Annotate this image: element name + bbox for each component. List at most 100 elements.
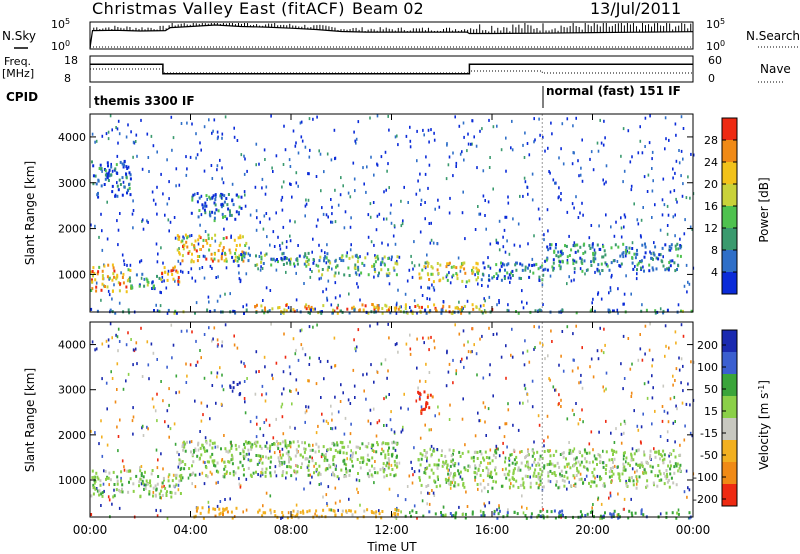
- echo-cell: [371, 511, 374, 514]
- echo-cell: [622, 127, 625, 131]
- echo-cell: [450, 460, 453, 463]
- echo-cell: [254, 185, 257, 189]
- echo-cell: [679, 246, 682, 250]
- echo-cell: [95, 285, 98, 289]
- echo-cell: [151, 397, 154, 401]
- echo-cell: [207, 237, 210, 241]
- echo-cell: [508, 485, 511, 489]
- echo-cell: [127, 372, 130, 376]
- echo-cell: [400, 199, 402, 203]
- echo-cell: [234, 471, 237, 475]
- echo-cell: [681, 401, 684, 405]
- echo-cell: [452, 449, 455, 453]
- echo-cell: [668, 138, 670, 142]
- echo-cell: [613, 509, 616, 513]
- echo-cell: [225, 257, 228, 261]
- echo-cell: [434, 207, 436, 211]
- echo-cell: [632, 483, 635, 487]
- echo-cell: [652, 481, 655, 485]
- echo-cell: [506, 271, 509, 275]
- echo-cell: [182, 235, 184, 239]
- echo-cell: [462, 261, 465, 265]
- echo-cell: [373, 308, 376, 311]
- echo-cell: [233, 126, 235, 130]
- echo-cell: [129, 193, 132, 197]
- echo-cell: [265, 418, 268, 422]
- echo-cell: [449, 464, 452, 468]
- echo-cell: [331, 442, 334, 446]
- echo-cell: [457, 256, 460, 260]
- echo-cell: [206, 404, 208, 408]
- echo-cell: [590, 480, 593, 484]
- echo-cell: [600, 349, 603, 353]
- echo-cell: [312, 325, 314, 329]
- echo-cell: [290, 474, 293, 478]
- echo-cell: [511, 461, 514, 465]
- echo-cell: [383, 217, 385, 221]
- echo-cell: [551, 340, 553, 343]
- echo-cell: [526, 460, 528, 464]
- echo-cell: [464, 237, 466, 241]
- echo-cell: [348, 473, 351, 477]
- echo-cell: [192, 471, 195, 475]
- echo-cell: [240, 360, 243, 364]
- echo-cell: [448, 305, 451, 309]
- echo-cell: [498, 504, 500, 508]
- echo-cell: [243, 190, 246, 194]
- echo-cell: [553, 471, 556, 474]
- echo-cell: [152, 494, 154, 498]
- echo-cell: [116, 181, 118, 185]
- echo-cell: [443, 462, 445, 466]
- echo-cell: [667, 464, 670, 468]
- echo-cell: [458, 472, 461, 476]
- echo-cell: [277, 235, 279, 239]
- echo-cell: [270, 455, 273, 459]
- echo-cell: [162, 399, 164, 403]
- echo-cell: [507, 262, 510, 266]
- echo-cell: [100, 492, 103, 496]
- echo-cell: [317, 445, 320, 449]
- echo-cell: [213, 459, 216, 463]
- echo-cell: [336, 450, 339, 454]
- echo-cell: [391, 441, 394, 445]
- echo-cell: [141, 479, 144, 483]
- echo-cell: [303, 450, 306, 454]
- echo-cell: [366, 458, 369, 462]
- echo-cell: [661, 454, 663, 458]
- echo-cell: [498, 506, 500, 510]
- echo-cell: [222, 246, 225, 250]
- echo-cell: [307, 258, 310, 262]
- echo-cell: [676, 254, 679, 258]
- echo-cell: [542, 303, 544, 306]
- echo-cell: [222, 237, 225, 240]
- echo-cell: [172, 277, 175, 281]
- echo-cell: [341, 254, 344, 258]
- echo-cell: [235, 193, 238, 197]
- echo-cell: [304, 353, 307, 357]
- echo-cell: [612, 466, 615, 470]
- echo-cell: [333, 443, 336, 447]
- echo-cell: [213, 118, 216, 122]
- echo-cell: [592, 375, 595, 379]
- echo-cell: [385, 188, 387, 192]
- echo-cell: [240, 195, 243, 199]
- echo-cell: [242, 235, 244, 239]
- echo-cell: [527, 242, 529, 246]
- echo-cell: [674, 462, 677, 466]
- echo-cell: [311, 475, 313, 479]
- echo-cell: [425, 405, 428, 409]
- echo-cell: [472, 455, 475, 459]
- echo-cell: [507, 195, 509, 199]
- echo-cell: [511, 477, 514, 481]
- echo-cell: [242, 450, 245, 454]
- echo-cell: [228, 248, 231, 252]
- echo-cell: [355, 349, 357, 353]
- echo-cell: [307, 262, 310, 266]
- echo-cell: [651, 266, 654, 270]
- echo-cell: [553, 509, 556, 513]
- echo-cell: [327, 279, 330, 283]
- y-tick-label: 3000: [58, 384, 86, 397]
- echo-cell: [605, 450, 608, 454]
- echo-cell: [622, 180, 624, 184]
- echo-cell: [117, 327, 120, 331]
